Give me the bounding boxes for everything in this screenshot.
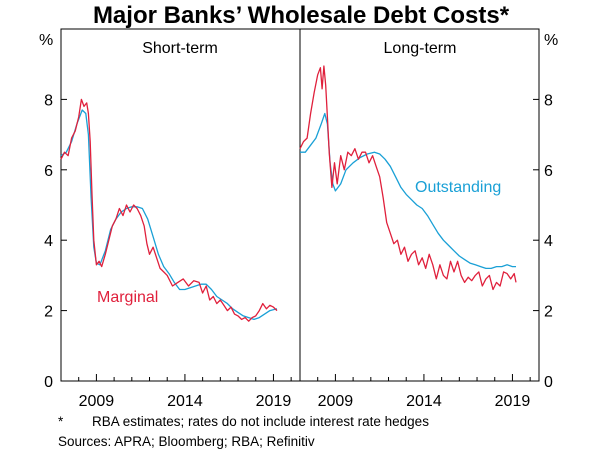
y-tick-label-right: 2 — [544, 304, 553, 321]
chart-figure: Major Banks’ Wholesale Debt Costs* % % S… — [39, 2, 558, 410]
y-unit-right: % — [544, 32, 558, 49]
series-label-outstanding: Outstanding — [415, 179, 501, 196]
y-tick-label-left: 6 — [44, 163, 53, 180]
y-tick-label-left: 2 — [44, 304, 53, 321]
footnote-text: RBA estimates; rates do not include inte… — [92, 414, 429, 429]
footnote-asterisk: * — [58, 414, 64, 429]
series-label-marginal: Marginal — [97, 289, 158, 306]
y-tick-label-left: 4 — [44, 233, 53, 250]
sources-note: Sources: APRA; Bloomberg; RBA; Refinitiv — [58, 434, 315, 449]
footnote: * RBA estimates; rates do not include int… — [58, 414, 429, 429]
y-tick-label-left: 0 — [44, 374, 53, 391]
x-tick-label-long-term: 2009 — [318, 393, 354, 410]
y-tick-label-left: 8 — [44, 92, 53, 109]
marginal-line-short-term — [60, 98, 278, 322]
y-tick-label-right: 6 — [544, 163, 553, 180]
panel-title-short-term: Short-term — [142, 40, 218, 57]
x-tick-label-long-term: 2014 — [406, 393, 442, 410]
x-tick-label-short-term: 2019 — [256, 393, 292, 410]
y-tick-label-right: 0 — [544, 374, 553, 391]
marginal-line-long-term — [299, 65, 517, 291]
x-tick-label-short-term: 2009 — [79, 393, 115, 410]
y-tick-label-right: 4 — [544, 233, 553, 250]
x-tick-label-short-term: 2014 — [167, 393, 203, 410]
y-unit-left: % — [39, 32, 53, 49]
chart-title: Major Banks’ Wholesale Debt Costs* — [93, 2, 510, 29]
x-tick-label-long-term: 2019 — [495, 393, 531, 410]
outstanding-line-short-term — [60, 109, 278, 321]
y-tick-label-right: 8 — [544, 92, 553, 109]
panel-title-long-term: Long-term — [384, 40, 457, 57]
